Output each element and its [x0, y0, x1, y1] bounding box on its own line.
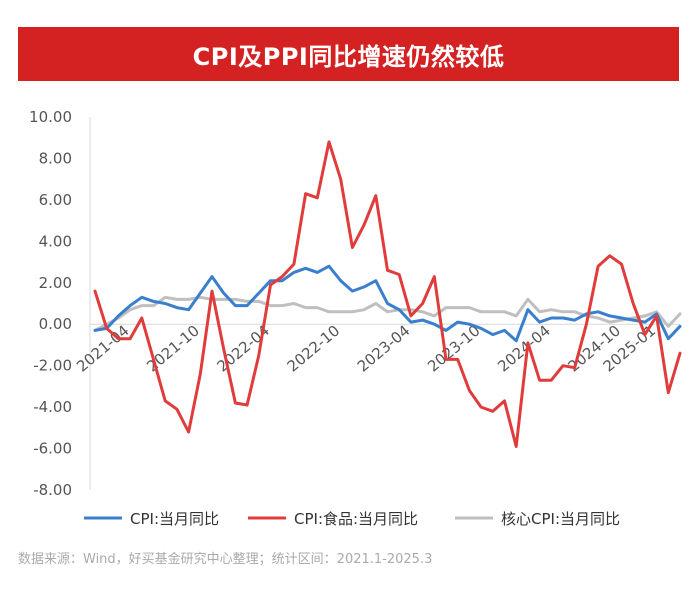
legend-cpi-label: CPI:当月同比	[130, 510, 219, 528]
chart-title: CPI及PPI同比增速仍然较低	[192, 42, 505, 71]
y-tick-label: 10.00	[29, 108, 72, 126]
food-cpi-series-line	[93, 140, 682, 448]
cpi-series-line	[93, 264, 682, 343]
data-source-note: 数据来源：Wind，好买基金研究中心整理；统计区间：2021.1-2025.3	[18, 552, 433, 567]
y-tick-label: -6.00	[33, 440, 72, 458]
legend-food-cpi-label: CPI:食品:当月同比	[294, 510, 418, 528]
y-tick-label: -2.00	[33, 357, 72, 375]
y-tick-label: -8.00	[33, 481, 72, 499]
y-tick-label: -4.00	[33, 398, 72, 416]
x-tick-label: 2022-10	[284, 321, 344, 375]
y-tick-label: 8.00	[39, 149, 72, 167]
x-tick-label: 2023-04	[354, 321, 414, 375]
legend-core-cpi-label: 核心CPI:当月同比	[501, 510, 620, 528]
x-tick-label: 2021-10	[143, 321, 203, 375]
x-tick-label: 2023-10	[424, 321, 484, 375]
y-tick-label: 6.00	[39, 191, 72, 209]
y-tick-label: 0.00	[39, 315, 72, 333]
chart-title-banner: CPI及PPI同比增速仍然较低	[18, 27, 679, 81]
y-tick-label: 2.00	[39, 274, 72, 292]
y-tick-label: 4.00	[39, 232, 72, 250]
